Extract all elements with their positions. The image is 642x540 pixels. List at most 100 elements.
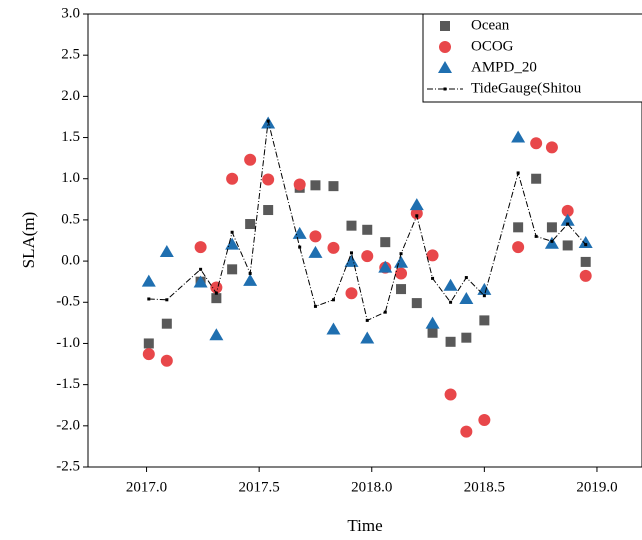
x-axis-label: Time <box>347 516 382 535</box>
square-point <box>440 21 450 31</box>
tide-point <box>331 298 335 302</box>
y-tick-label: 2.0 <box>61 88 80 104</box>
square-point <box>411 298 422 309</box>
square-point <box>580 256 591 267</box>
circle-point <box>410 207 423 220</box>
triangle-point <box>326 322 341 335</box>
tide-point <box>199 267 203 271</box>
tide-point <box>516 171 520 175</box>
circle-point <box>226 172 239 185</box>
square-point <box>346 220 357 231</box>
circle-point <box>460 425 473 438</box>
square-point <box>263 205 274 216</box>
circle-point <box>160 354 173 367</box>
x-tick-label: 2017.5 <box>239 479 280 495</box>
triangle-point <box>360 331 375 344</box>
y-tick-label: 0.5 <box>61 211 80 227</box>
circle-point <box>444 388 457 401</box>
triangle-point <box>425 316 440 329</box>
legend-marker <box>443 87 447 91</box>
triangle-point <box>141 274 156 287</box>
triangle-point <box>560 213 575 226</box>
circle-point <box>194 241 207 254</box>
square-point <box>445 336 456 347</box>
square-point <box>546 222 557 233</box>
y-tick-label: -2.0 <box>56 417 80 433</box>
legend-label: TideGauge(Shitou <box>471 80 582 96</box>
y-tick-label: -1.0 <box>56 335 80 351</box>
tide-point <box>230 230 234 234</box>
triangle-point <box>578 235 593 248</box>
tide-point <box>298 245 302 249</box>
square-point <box>531 173 542 184</box>
y-tick-label: -0.5 <box>56 294 80 310</box>
tide-point <box>449 300 453 304</box>
square-point <box>461 332 472 343</box>
tide-point <box>464 276 468 280</box>
circle-point <box>530 137 543 150</box>
square-point <box>513 222 524 233</box>
circle-point <box>262 173 275 186</box>
tide-point <box>550 239 554 243</box>
tide-point <box>383 310 387 314</box>
square-point <box>211 293 222 304</box>
tide-point <box>399 252 403 256</box>
triangle-point <box>443 278 458 291</box>
circle-point <box>579 269 592 282</box>
triangle-point <box>477 282 492 295</box>
triangle-point <box>511 130 526 143</box>
circle-point <box>439 41 451 53</box>
circle-point <box>426 249 439 262</box>
x-tick-label: 2018.0 <box>351 479 392 495</box>
square-point <box>143 338 154 349</box>
y-tick-label: 1.0 <box>61 170 80 186</box>
tide-point <box>431 276 435 280</box>
square-point <box>479 315 490 326</box>
x-tick-label: 2019.0 <box>576 479 617 495</box>
tide-point <box>365 318 369 322</box>
tide-point <box>266 119 270 123</box>
triangle-point <box>344 254 359 267</box>
triangle-point <box>409 198 424 211</box>
tide-line <box>148 120 587 322</box>
y-tick-label: -2.5 <box>56 458 80 474</box>
triangle-point <box>159 245 174 258</box>
circle-point <box>478 414 491 427</box>
square-point <box>245 219 256 230</box>
x-tick-label: 2017.0 <box>126 479 167 495</box>
triangle-point <box>292 226 307 239</box>
legend-label: Ocean <box>471 17 510 33</box>
legend-label: AMPD_20 <box>471 59 537 75</box>
square-point <box>427 327 438 338</box>
square-point <box>328 181 339 192</box>
y-tick-label: -1.5 <box>56 376 80 392</box>
tide-point <box>482 294 486 298</box>
tide-point <box>165 298 169 302</box>
triangle-point <box>394 255 409 268</box>
y-tick-label: 3.0 <box>61 5 80 21</box>
triangle-point <box>308 245 323 258</box>
circle-point <box>561 204 574 217</box>
circle-point <box>244 153 257 166</box>
triangle-point <box>438 61 452 73</box>
tide-point <box>415 214 419 218</box>
circle-point <box>395 267 408 280</box>
circle-point <box>309 230 322 243</box>
y-tick-label: 0.0 <box>61 253 80 269</box>
circle-point <box>210 281 223 294</box>
plot-frame <box>87 13 642 468</box>
tide-point <box>214 291 218 295</box>
triangle-point <box>378 260 393 273</box>
y-tick-label: 2.5 <box>61 47 80 63</box>
tide-point <box>147 297 151 301</box>
tide-point <box>248 271 252 275</box>
circle-point <box>142 348 155 361</box>
circle-point <box>327 241 340 254</box>
tide-point <box>584 243 588 247</box>
square-point <box>562 240 573 251</box>
square-point <box>227 264 238 275</box>
square-point <box>380 237 391 248</box>
square-point <box>310 180 321 191</box>
triangle-point <box>459 291 474 304</box>
x-tick-label: 2018.5 <box>464 479 505 495</box>
